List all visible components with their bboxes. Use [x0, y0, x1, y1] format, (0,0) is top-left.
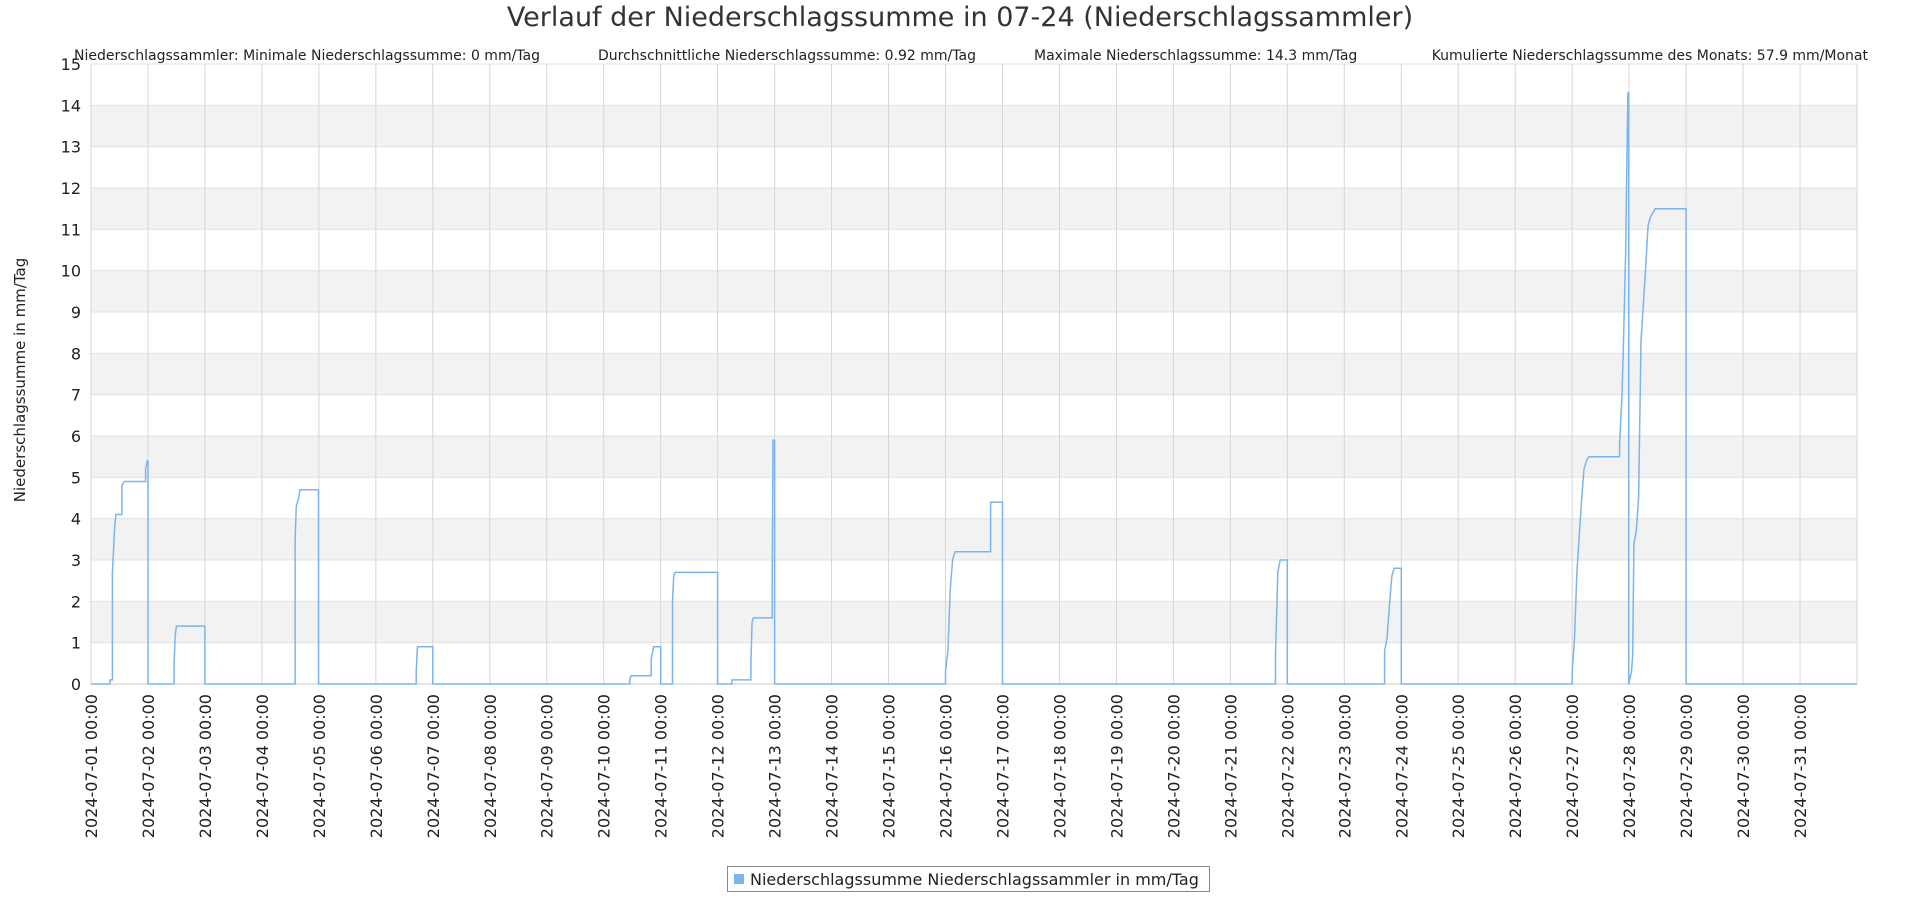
y-tick-label: 0 [71, 675, 81, 694]
series-layer [91, 92, 1857, 685]
plot-band [91, 477, 1857, 519]
y-tick-label: 5 [71, 468, 81, 487]
y-tick-label: 15 [61, 55, 81, 74]
plot-band [91, 64, 1857, 106]
x-tick-label: 2024-07-01 00:00 [82, 694, 101, 838]
x-tick-label: 2024-07-16 00:00 [937, 694, 956, 838]
legend[interactable]: Niederschlagssumme Niederschlagssammler … [727, 866, 1210, 892]
y-tick-label: 7 [71, 386, 81, 405]
x-tick-label: 2024-07-10 00:00 [595, 694, 614, 838]
x-tick-label: 2024-07-14 00:00 [823, 694, 842, 838]
x-tick-label: 2024-07-13 00:00 [766, 694, 785, 838]
y-tick-label: 6 [71, 427, 81, 446]
x-tick-label: 2024-07-29 00:00 [1677, 694, 1696, 838]
y-tick-label: 8 [71, 344, 81, 363]
x-tick-label: 2024-07-08 00:00 [481, 694, 500, 838]
y-tick-label: 9 [71, 303, 81, 322]
x-tick-label: 2024-07-26 00:00 [1506, 694, 1525, 838]
y-tick-label: 3 [71, 551, 81, 570]
plot-band [91, 105, 1857, 147]
y-tick-label: 10 [61, 262, 81, 281]
y-axis-label: Niederschlagssumme in mm/Tag [11, 258, 29, 502]
x-tick-label: 2024-07-23 00:00 [1335, 694, 1354, 838]
y-tick-label: 14 [61, 96, 81, 115]
x-tick-label: 2024-07-24 00:00 [1392, 694, 1411, 838]
x-tick-label: 2024-07-30 00:00 [1734, 694, 1753, 838]
x-tick-label: 2024-07-04 00:00 [253, 694, 272, 838]
x-tick-label: 2024-07-15 00:00 [880, 694, 899, 838]
plot-band [91, 188, 1857, 230]
x-tick-label: 2024-07-31 00:00 [1791, 694, 1810, 838]
y-tick-label: 11 [61, 220, 81, 239]
x-tick-label: 2024-07-25 00:00 [1449, 694, 1468, 838]
x-tick-label: 2024-07-05 00:00 [310, 694, 329, 838]
y-tick-label: 13 [61, 138, 81, 157]
stat-maximum: Maximale Niederschlagssumme: 14.3 mm/Tag [1034, 48, 1357, 64]
plot-band [91, 642, 1857, 684]
x-axis-tick-labels: 2024-07-01 00:00 2024-07-02 00:00 2024-07-… [82, 694, 1810, 838]
stat-minimum: Niederschlagssammler: Minimale Niedersch… [74, 48, 540, 64]
plot-bands [91, 64, 1857, 684]
x-tick-label: 2024-07-20 00:00 [1164, 694, 1183, 838]
horizontal-gridlines [91, 63, 1857, 685]
x-tick-label: 2024-07-11 00:00 [652, 694, 671, 838]
x-tick-label: 2024-07-17 00:00 [993, 694, 1012, 838]
plot-band [91, 312, 1857, 354]
x-tick-label: 2024-07-02 00:00 [139, 694, 158, 838]
plot-band [91, 560, 1857, 602]
y-tick-label: 12 [61, 179, 81, 198]
stat-cumulative: Kumulierte Niederschlagssumme des Monats… [1432, 48, 1869, 64]
x-tick-label: 2024-07-21 00:00 [1221, 694, 1240, 838]
plot-band [91, 353, 1857, 395]
legend-swatch [734, 874, 744, 884]
x-tick-label: 2024-07-22 00:00 [1278, 694, 1297, 838]
x-tick-label: 2024-07-03 00:00 [196, 694, 215, 838]
x-tick-label: 2024-07-09 00:00 [538, 694, 557, 838]
plot-band [91, 601, 1857, 643]
plot-band [91, 518, 1857, 560]
x-tick-label: 2024-07-19 00:00 [1107, 694, 1126, 838]
stat-average: Durchschnittliche Niederschlagssumme: 0.… [598, 48, 976, 64]
y-tick-label: 2 [71, 592, 81, 611]
series-line [91, 92, 1857, 685]
plot-band [91, 146, 1857, 188]
x-tick-label: 2024-07-06 00:00 [367, 694, 386, 838]
y-tick-label: 4 [71, 510, 81, 529]
chart-title: Verlauf der Niederschlagssumme in 07-24 … [507, 2, 1413, 33]
plot-band [91, 229, 1857, 271]
plot-band [91, 436, 1857, 478]
plot-band [91, 394, 1857, 436]
x-tick-label: 2024-07-18 00:00 [1050, 694, 1069, 838]
x-tick-label: 2024-07-07 00:00 [424, 694, 443, 838]
x-tick-label: 2024-07-12 00:00 [709, 694, 728, 838]
y-tick-label: 1 [71, 634, 81, 653]
x-tick-label: 2024-07-28 00:00 [1620, 694, 1639, 838]
legend-label: Niederschlagssumme Niederschlagssammler … [750, 869, 1199, 889]
plot-band [91, 270, 1857, 312]
x-tick-label: 2024-07-27 00:00 [1563, 694, 1582, 838]
